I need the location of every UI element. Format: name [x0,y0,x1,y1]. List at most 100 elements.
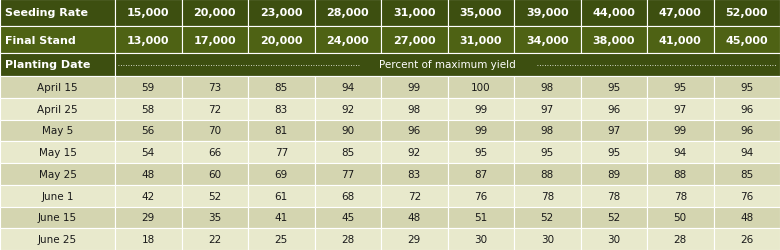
Bar [514,120,580,142]
Bar [448,142,514,163]
Bar [448,98,514,120]
Bar [0,163,115,185]
Text: 45: 45 [341,212,354,222]
Bar [514,185,580,207]
Text: 31,000: 31,000 [393,8,435,18]
Text: 50: 50 [674,212,687,222]
Text: 85: 85 [341,148,354,158]
Text: 41,000: 41,000 [659,35,702,45]
Bar [115,207,182,228]
Text: 94: 94 [674,148,687,158]
Text: 47,000: 47,000 [659,8,702,18]
Bar [115,185,182,207]
Bar [248,120,314,142]
Text: 95: 95 [674,82,687,92]
Text: 78: 78 [541,191,554,201]
Text: 23,000: 23,000 [260,8,303,18]
Bar [714,185,780,207]
Text: 60: 60 [208,169,222,179]
Bar [0,207,115,228]
Text: 45,000: 45,000 [725,35,768,45]
Text: 48: 48 [408,212,421,222]
Text: 13,000: 13,000 [127,35,169,45]
Bar [448,228,514,250]
Bar [714,27,780,54]
Bar [580,98,647,120]
Bar [381,142,448,163]
Bar [182,228,248,250]
Bar [514,142,580,163]
Bar [248,142,314,163]
Text: 97: 97 [607,126,620,136]
Bar [0,120,115,142]
Bar [381,98,448,120]
Text: 100: 100 [471,82,491,92]
Text: 98: 98 [541,126,554,136]
Bar [0,54,115,77]
Text: 68: 68 [341,191,354,201]
Bar [381,77,448,98]
Bar [714,163,780,185]
Text: 20,000: 20,000 [193,8,236,18]
Text: 28: 28 [341,234,354,244]
Bar [647,120,714,142]
Bar [248,98,314,120]
Text: 15,000: 15,000 [127,8,169,18]
Text: 35: 35 [208,212,222,222]
Bar [448,77,514,98]
Bar [580,0,647,27]
Text: 52: 52 [607,212,620,222]
Text: 98: 98 [541,82,554,92]
Text: May 15: May 15 [38,148,76,158]
Text: 18: 18 [142,234,155,244]
Text: 52: 52 [541,212,554,222]
Bar [314,207,381,228]
Text: 99: 99 [408,82,421,92]
Bar [381,185,448,207]
Text: June 25: June 25 [38,234,77,244]
Text: 56: 56 [142,126,155,136]
Text: 38,000: 38,000 [593,35,635,45]
Bar [115,142,182,163]
Text: 54: 54 [142,148,155,158]
Text: Seeding Rate: Seeding Rate [5,8,88,18]
Text: 81: 81 [275,126,288,136]
Bar [647,27,714,54]
Text: 30: 30 [541,234,554,244]
Bar [0,77,115,98]
Bar [647,185,714,207]
Bar [381,0,448,27]
Text: 92: 92 [341,104,354,114]
Text: 76: 76 [740,191,753,201]
Text: 95: 95 [474,148,488,158]
Text: May 5: May 5 [42,126,73,136]
Bar [580,163,647,185]
Text: 73: 73 [208,82,222,92]
Bar [514,228,580,250]
Text: April 15: April 15 [37,82,78,92]
Bar [0,142,115,163]
Text: 22: 22 [208,234,222,244]
Text: Final Stand: Final Stand [5,35,76,45]
Bar [647,77,714,98]
Text: 48: 48 [142,169,155,179]
Bar [514,98,580,120]
Text: 28,000: 28,000 [327,8,369,18]
Bar [0,98,115,120]
Text: 70: 70 [208,126,222,136]
Bar [580,142,647,163]
Text: 78: 78 [674,191,687,201]
Text: 39,000: 39,000 [526,8,569,18]
Bar [381,27,448,54]
Text: 28: 28 [674,234,687,244]
Bar [580,207,647,228]
Text: 95: 95 [740,82,753,92]
Bar [714,77,780,98]
Bar [381,207,448,228]
Bar [115,27,182,54]
Bar [248,185,314,207]
Text: 96: 96 [740,104,753,114]
Bar [580,120,647,142]
Bar [314,27,381,54]
Text: 51: 51 [474,212,488,222]
